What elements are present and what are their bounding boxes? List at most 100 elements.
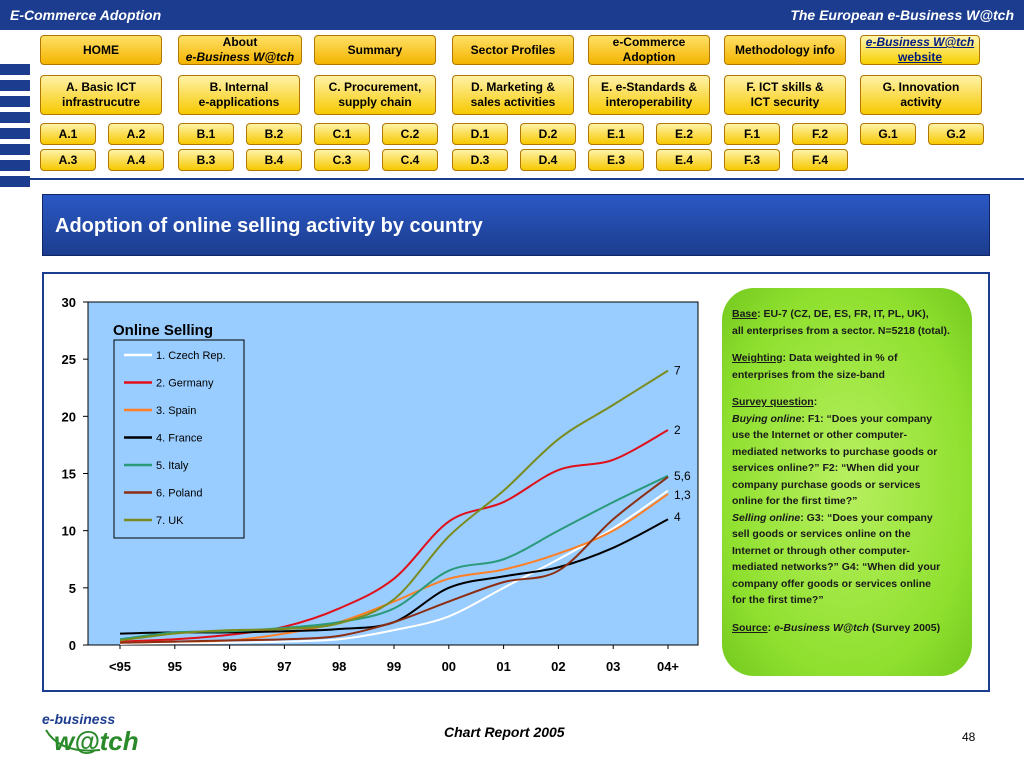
nav-sub-label: E.1 — [606, 126, 625, 141]
nav-section-f-line2: ICT security — [750, 95, 820, 109]
nav-sub-label: C.4 — [400, 152, 420, 167]
nav-sub-label: B.2 — [264, 126, 284, 141]
nav-section-d-line1: D. Marketing & — [470, 80, 555, 94]
nav-sub-f-4-button[interactable]: F.4 — [792, 149, 848, 171]
logo-top-text: e-business — [42, 711, 115, 727]
nav-sub-e-2-button[interactable]: E.2 — [656, 123, 712, 145]
nav-section-c-button[interactable]: C. Procurement, supply chain — [314, 75, 436, 115]
nav-summary-button[interactable]: Summary — [314, 35, 436, 65]
nav-sub-e-3-button[interactable]: E.3 — [588, 149, 644, 171]
nav-sub-label: F.4 — [811, 152, 828, 167]
section-title: Adoption of online selling activity by c… — [55, 215, 483, 237]
notes-buying-line: services online?” F2: “When did your — [732, 462, 920, 474]
notes-selling-line: sell goods or services online on the — [732, 528, 911, 540]
nav-section-b-button[interactable]: B. Internal e-applications — [178, 75, 300, 115]
notes-selling-line: mediated networks?” G4: “When did your — [732, 561, 941, 573]
section-title-bar: Adoption of online selling activity by c… — [42, 194, 990, 256]
nav-sub-d-1-button[interactable]: D.1 — [452, 123, 508, 145]
notes-selling-label: Selling online — [732, 511, 801, 524]
nav-sub-e-1-button[interactable]: E.1 — [588, 123, 644, 145]
nav-sub-c-4-button[interactable]: C.4 — [382, 149, 438, 171]
notes-weighting-text: : Data weighted in % of — [782, 352, 898, 364]
nav-sub-f-1-button[interactable]: F.1 — [724, 123, 780, 145]
nav-about-button[interactable]: About e-Business W@tch — [178, 35, 302, 65]
nav-sub-b-2-button[interactable]: B.2 — [246, 123, 302, 145]
nav-sub-d-2-button[interactable]: D.2 — [520, 123, 576, 145]
nav-sub-a-2-button[interactable]: A.2 — [108, 123, 164, 145]
nav-sub-a-4-button[interactable]: A.4 — [108, 149, 164, 171]
notes-survey-colon: : — [813, 396, 818, 408]
nav-sub-d-3-button[interactable]: D.3 — [452, 149, 508, 171]
nav-section-f-button[interactable]: F. ICT skills & ICT security — [724, 75, 846, 115]
nav-sub-label: E.2 — [674, 126, 693, 141]
nav-sub-label: A.1 — [58, 126, 78, 141]
nav-sub-label: G.2 — [946, 126, 966, 141]
page-number: 48 — [962, 730, 976, 744]
nav-sub-label: D.3 — [470, 152, 490, 167]
nav-section-g-button[interactable]: G. Innovation activity — [860, 75, 982, 115]
notes-selling-line: for the first time?” — [732, 594, 824, 606]
nav-website-link[interactable]: e-Business W@tch website — [860, 35, 980, 65]
ebusiness-watch-logo: e-business w@tch — [42, 711, 139, 756]
nav-sub-f-3-button[interactable]: F.3 — [724, 149, 780, 171]
nav-section-g-line1: G. Innovation — [882, 80, 960, 94]
notes-source-italic: e-Business W@tch — [774, 621, 869, 634]
nav-sub-g-1-button[interactable]: G.1 — [860, 123, 916, 145]
nav-section-e-line2: interoperability — [605, 95, 693, 109]
nav-sub-label: E.3 — [606, 152, 625, 167]
nav-section-b-line2: e-applications — [198, 95, 280, 109]
nav-sub-a-3-button[interactable]: A.3 — [40, 149, 96, 171]
header-left-title: E-Commerce Adoption — [10, 7, 162, 23]
nav-home-button[interactable]: HOME — [40, 35, 162, 65]
nav-sub-a-1-button[interactable]: A.1 — [40, 123, 96, 145]
notes-buying-line: company purchase goods or services — [732, 478, 921, 491]
nav-methodology-button[interactable]: Methodology info — [724, 35, 846, 65]
nav-ecommerce-line2: Adoption — [622, 50, 676, 64]
navigation-panel: HOME About e-Business W@tch Summary Secto… — [0, 30, 1024, 187]
nav-sub-b-4-button[interactable]: B.4 — [246, 149, 302, 171]
nav-sub-label: B.4 — [264, 152, 284, 167]
nav-section-d-button[interactable]: D. Marketing & sales activities — [452, 75, 574, 115]
nav-summary-label: Summary — [347, 42, 403, 57]
nav-sector-profiles-button[interactable]: Sector Profiles — [452, 35, 574, 65]
nav-sub-c-3-button[interactable]: C.3 — [314, 149, 370, 171]
nav-section-c-line2: supply chain — [338, 95, 412, 109]
nav-section-a-line2: infrastrucutre — [61, 95, 141, 109]
decorative-stripes — [0, 64, 30, 192]
notes-buying-line: use the Internet or other computer- — [732, 429, 908, 441]
footer-title: Chart Report 2005 — [444, 724, 565, 740]
nav-sub-b-1-button[interactable]: B.1 — [178, 123, 234, 145]
nav-home-label: HOME — [83, 42, 119, 57]
nav-sub-e-4-button[interactable]: E.4 — [656, 149, 712, 171]
notes-buying-line: : F1: “Does your company — [801, 412, 933, 425]
nav-sub-b-3-button[interactable]: B.3 — [178, 149, 234, 171]
nav-section-a-line1: A. Basic ICT — [65, 80, 137, 94]
nav-sub-f-2-button[interactable]: F.2 — [792, 123, 848, 145]
nav-sub-label: C.2 — [400, 126, 420, 141]
notes-source-colon: : — [767, 621, 775, 634]
nav-sub-d-4-button[interactable]: D.4 — [520, 149, 576, 171]
nav-sub-g-2-button[interactable]: G.2 — [928, 123, 984, 145]
nav-website-line2: website — [897, 50, 942, 64]
notes-base-text: : EU-7 (CZ, DE, ES, FR, IT, PL, UK), — [757, 308, 929, 320]
nav-sub-label: F.1 — [743, 126, 760, 141]
nav-sub-label: D.2 — [538, 126, 558, 141]
nav-sub-c-1-button[interactable]: C.1 — [314, 123, 370, 145]
nav-website-line1: e-Business W@tch — [865, 35, 975, 49]
nav-sub-label: E.4 — [674, 152, 693, 167]
nav-sub-label: B.1 — [196, 126, 216, 141]
nav-section-g-line2: activity — [900, 95, 942, 109]
nav-section-a-button[interactable]: A. Basic ICT infrastrucutre — [40, 75, 162, 115]
notes-buying-label: Buying online — [732, 412, 802, 425]
notes-selling-line: company offer goods or services online — [732, 577, 931, 590]
nav-sub-c-2-button[interactable]: C.2 — [382, 123, 438, 145]
notes-source-label: Source — [732, 621, 768, 634]
nav-sector-profiles-label: Sector Profiles — [470, 42, 556, 57]
nav-section-f-line1: F. ICT skills & — [746, 80, 824, 94]
nav-section-e-button[interactable]: E. e-Standards & interoperability — [588, 75, 710, 115]
nav-sub-label: C.1 — [332, 126, 352, 141]
nav-ecommerce-adoption-button[interactable]: e-Commerce Adoption — [588, 35, 710, 65]
notes-survey-label: Survey question — [732, 396, 814, 408]
nav-section-c-line1: C. Procurement, — [328, 80, 422, 94]
